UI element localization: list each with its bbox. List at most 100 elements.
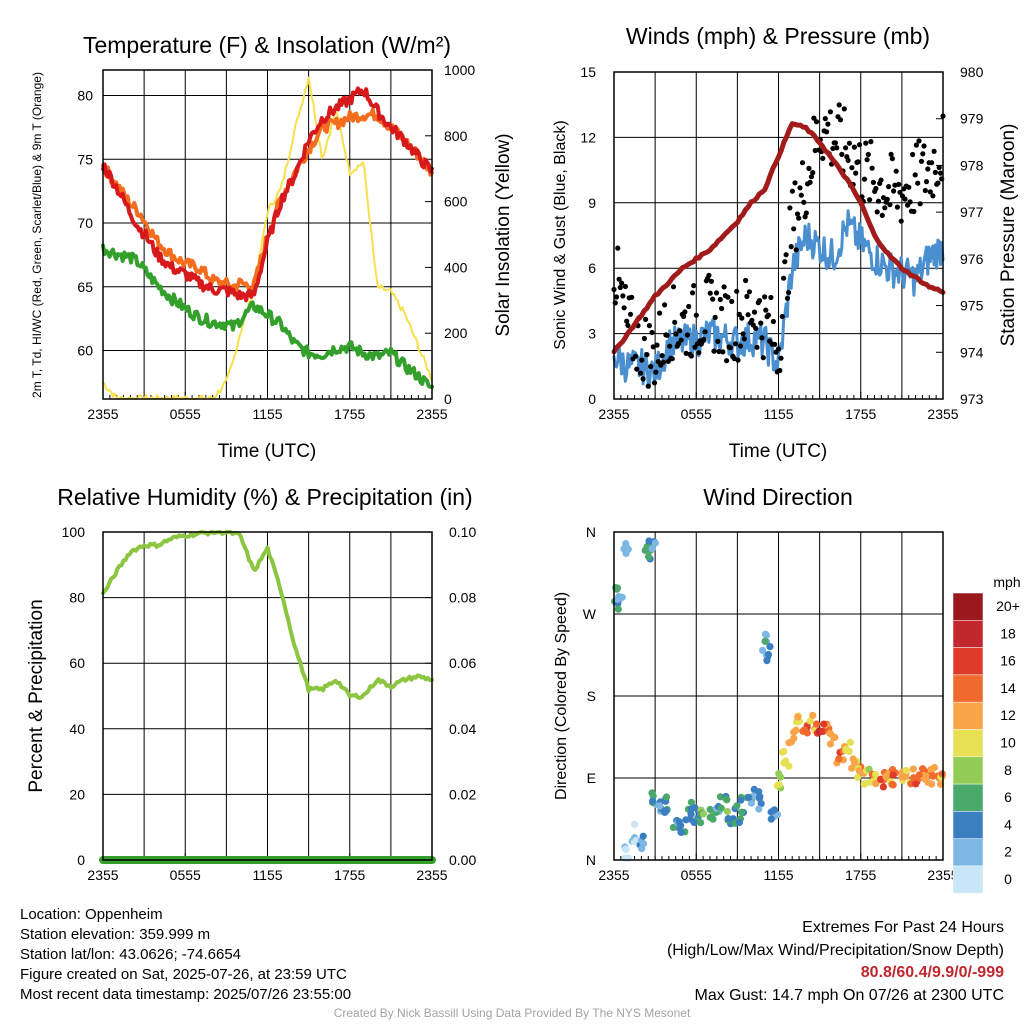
gust-point [884,196,890,202]
direction-point [848,764,856,772]
gust-point [913,142,920,148]
gust-point [613,294,620,300]
precip-y-tick-label: 0.08 [449,590,476,606]
temperature-title: Temperature (F) & Insolation (W/m²) [83,32,451,58]
gust-point [640,376,646,382]
gust-point [843,145,849,151]
humidity-y-axis-label: Percent & Precipitation [26,599,47,792]
direction-point [813,720,821,728]
humidity-line [101,530,434,700]
gust-point [923,179,930,185]
direction-point [889,766,897,774]
gust-point [710,296,716,302]
gust-point [673,331,679,337]
direction-point [759,646,767,655]
direction-point [819,727,827,736]
gust-point [667,343,673,349]
colorbar-label: 14 [1000,680,1016,696]
winds-y-tick-label: 0 [588,391,596,407]
gust-point [868,139,874,145]
winds-frame [613,71,944,400]
gust-point [621,305,627,311]
gust-point [891,188,897,194]
gust-point [653,369,659,375]
direction-point [690,818,698,827]
gust-point [768,294,774,301]
gust-point [627,311,634,317]
gust-point [657,310,663,316]
gust-point [912,172,918,178]
gust-point [832,140,839,146]
precip-y-tick-label: 0.06 [449,655,476,671]
gust-point [681,313,687,319]
gust-point [794,211,801,217]
direction-point [755,805,763,813]
direction-point [723,807,732,816]
gust-point [822,116,828,122]
gust-point [808,174,815,180]
gust-point [670,284,677,290]
gust-point [917,201,923,207]
direction-point [855,767,863,775]
gust-point [888,151,894,157]
direction-point [929,772,937,780]
gust-point [796,215,802,221]
direction-point [621,845,630,853]
temperature-y-axis-label: 2m T, Td, HI/WC (Red, Green, Scarlet/Blu… [30,72,44,398]
colorbar-swatch [952,592,984,621]
gust-point [893,168,899,174]
gust-point [855,159,861,165]
gust-point [708,278,715,284]
gust-point [846,140,853,146]
pressure-line [611,121,946,355]
colorbar-label: 6 [1004,789,1012,805]
direction-point [806,717,814,725]
direction-point [707,813,715,821]
gust-point [778,355,784,361]
winds-x-tick-label: 2355 [927,406,958,422]
direction-point [697,819,705,827]
temperature-x-axis-label: Time (UTC) [218,441,317,462]
gust-point [930,193,936,199]
direction-point [915,771,924,779]
direction-point [631,820,639,828]
direction-y-tick-label: W [583,606,597,622]
gust-point [784,295,791,301]
gust-point [841,106,847,112]
direction-point [764,650,773,659]
gust-point [887,202,893,208]
gust-point [686,303,692,310]
gust-point [645,383,651,389]
winds-x-tick-label: 1755 [845,406,876,422]
gust-point [737,343,744,349]
gust-point [897,189,903,195]
temp-2m-line [101,86,434,303]
direction-point [648,545,656,553]
gust-point [741,336,747,342]
temperature-frame [102,69,433,400]
gust-point [745,312,751,318]
direction-point [747,799,756,807]
direction-point [826,740,835,748]
gust-point [744,293,750,299]
gust-point [706,272,712,278]
gust-point [865,151,871,158]
gust-point [615,245,621,251]
winds-y-tick-label: 6 [588,260,596,276]
direction-point [766,643,774,651]
direction-point [737,796,745,804]
gust-point [759,335,765,341]
gust-point [702,329,708,335]
direction-x-tick-label: 0555 [681,867,712,883]
direction-point [613,584,622,592]
colorbar-swatch [952,729,984,758]
direction-point [644,553,653,561]
direction-point [794,713,802,721]
gust-point [760,355,766,361]
direction-point [724,815,732,823]
gust-point [756,298,763,304]
direction-point [835,755,843,763]
insolation-y-tick-label: 200 [444,325,468,341]
gust-point [922,187,928,194]
